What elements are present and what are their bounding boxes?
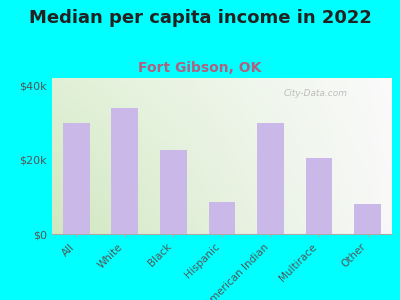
Text: Fort Gibson, OK: Fort Gibson, OK — [138, 61, 262, 76]
Text: City-Data.com: City-Data.com — [283, 89, 347, 98]
Bar — [63, 123, 90, 234]
Bar — [112, 108, 138, 234]
Bar — [354, 204, 381, 234]
Bar — [160, 150, 187, 234]
Bar — [209, 202, 235, 234]
Text: Median per capita income in 2022: Median per capita income in 2022 — [28, 9, 372, 27]
Bar — [306, 158, 332, 234]
Bar — [257, 123, 284, 234]
